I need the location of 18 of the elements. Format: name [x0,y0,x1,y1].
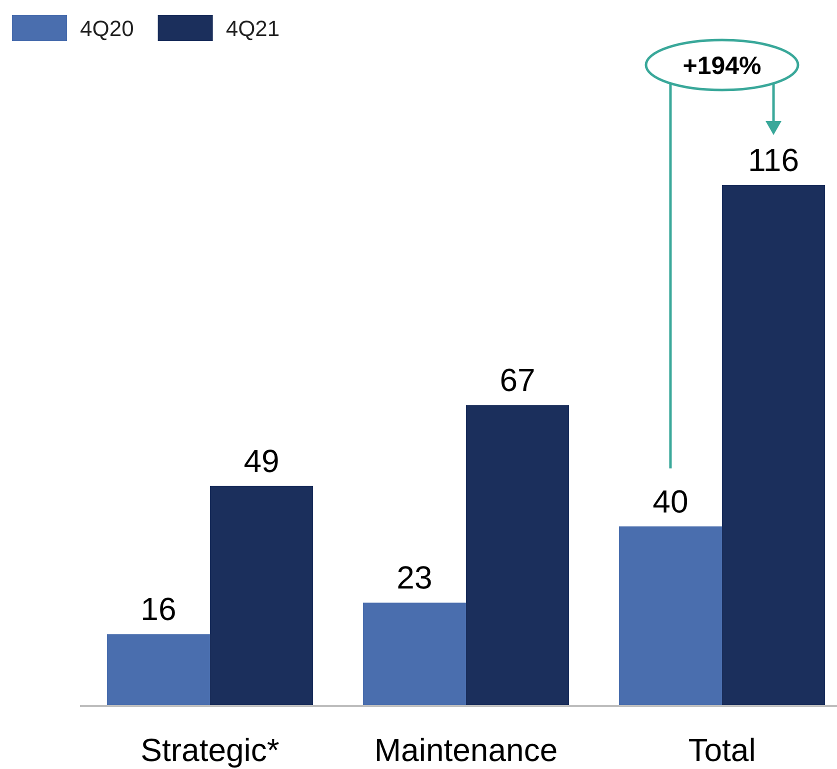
legend-label: 4Q20 [80,16,134,41]
x-tick-label: Maintenance [374,732,558,768]
bar [466,405,570,706]
x-tick-label: Strategic* [140,732,280,768]
bar [106,634,210,706]
x-tick-label: Total [688,732,756,768]
data-label: 116 [748,142,800,178]
data-label: 67 [500,362,536,398]
data-label: 16 [140,591,176,628]
bar [362,602,466,706]
data-label: 23 [396,560,432,596]
data-label: 40 [652,483,688,520]
text: +194% [682,52,762,80]
data-label: 49 [244,442,280,479]
bar [210,486,314,706]
bar [722,185,826,706]
legend-label: 4Q21 [226,16,280,41]
bar [618,526,722,706]
